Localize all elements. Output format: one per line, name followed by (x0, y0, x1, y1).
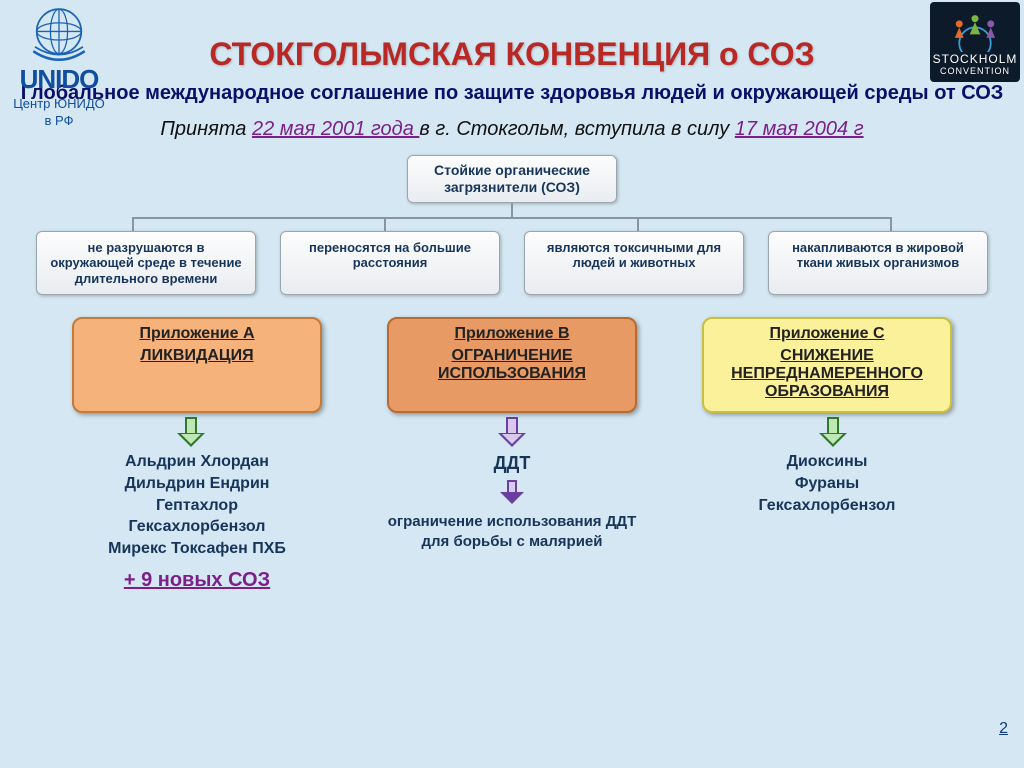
unido-center-line2: в РФ (4, 114, 114, 129)
adopted-mid: в г. Стокгольм, вступила в силу (419, 118, 734, 140)
arrow-down-c-icon (819, 417, 847, 449)
col-a: Альдрин Хлордан Дильдрин Ендрин Гептахло… (72, 451, 322, 594)
stockholm-figures-icon (940, 8, 1010, 52)
col-a-line-5: Мирекс Токсафен ПХБ (72, 538, 322, 560)
chart-connector-vertical (511, 203, 513, 217)
annex-a-title: Приложение A (82, 325, 312, 343)
col-c-line-3: Гексахлорбензол (702, 495, 952, 517)
col-a-line-3: Гептахлор (72, 495, 322, 517)
arrow-down-b-icon (498, 417, 526, 449)
col-c: Диоксины Фураны Гексахлорбензол (702, 451, 952, 594)
arrow-down-b2-icon (500, 480, 524, 506)
annex-row: Приложение A ЛИКВИДАЦИЯ Приложение B ОГР… (72, 317, 952, 413)
adopted-prefix: Принята (160, 118, 252, 140)
adopted-date-1: 22 мая 2001 года (252, 118, 419, 140)
stockholm-label-2: CONVENTION (940, 66, 1010, 76)
chart-root-box: Стойкие органические загрязнители (СОЗ) (407, 155, 617, 203)
chart-children-row: не разрушаются в окружающей среде в тече… (12, 231, 1012, 296)
annex-c-title: Приложение C (712, 325, 942, 343)
annex-b-box: Приложение B ОГРАНИЧЕНИЕ ИСПОЛЬЗОВАНИЯ (387, 317, 637, 413)
stockholm-label-1: STOCKHOLM (933, 52, 1018, 66)
lower-columns: Альдрин Хлордан Дильдрин Ендрин Гептахло… (72, 451, 952, 594)
un-emblem-icon (14, 4, 104, 64)
stockholm-convention-logo: STOCKHOLM CONVENTION (930, 2, 1020, 82)
adopted-date-2: 17 мая 2004 г (735, 118, 864, 140)
chart-child-2: переносятся на большие расстояния (280, 231, 500, 296)
chart-child-3: являются токсичными для людей и животных (524, 231, 744, 296)
annex-b-title: Приложение B (397, 325, 627, 343)
col-b: ДДТ ограничение использования ДДТ для бо… (387, 451, 637, 594)
annex-a-sub: ЛИКВИДАЦИЯ (82, 347, 312, 365)
col-c-line-1: Диоксины (702, 451, 952, 473)
annex-arrows-row (177, 417, 847, 449)
unido-logo-block: UNIDO Центр ЮНИДО в РФ (4, 4, 114, 129)
annex-a-box: Приложение A ЛИКВИДАЦИЯ (72, 317, 322, 413)
col-b-top: ДДТ (387, 451, 637, 475)
adoption-line: Принята 22 мая 2001 года в г. Стокгольм,… (12, 118, 1012, 141)
annex-c-box: Приложение C СНИЖЕНИЕ НЕПРЕДНАМЕРЕННОГО … (702, 317, 952, 413)
page-number: 2 (999, 720, 1008, 738)
col-a-line-2: Дильдрин Ендрин (72, 473, 322, 495)
chart-connector-horizontal (132, 217, 892, 219)
chart-child-1: не разрушаются в окружающей среде в тече… (36, 231, 256, 296)
col-a-line-1: Альдрин Хлордан (72, 451, 322, 473)
col-a-line-4: Гексахлорбензол (72, 516, 322, 538)
unido-wordmark: UNIDO (4, 64, 114, 95)
annex-c-sub: СНИЖЕНИЕ НЕПРЕДНАМЕРЕННОГО ОБРАЗОВАНИЯ (712, 347, 942, 401)
col-b-sub: ограничение использования ДДТ для борьбы… (387, 512, 637, 553)
slide-subtitle: Глобальное международное соглашение по з… (12, 81, 1012, 106)
slide: UNIDO Центр ЮНИДО в РФ STOCKHOLM CONVENT… (0, 0, 1024, 768)
unido-center-line1: Центр ЮНИДО (4, 97, 114, 112)
annex-b-sub: ОГРАНИЧЕНИЕ ИСПОЛЬЗОВАНИЯ (397, 347, 627, 383)
col-c-line-2: Фураны (702, 473, 952, 495)
arrow-down-a-icon (177, 417, 205, 449)
col-a-new-link[interactable]: + 9 новых СОЗ (72, 567, 322, 594)
chart-child-4: накапливаются в жировой ткани живых орга… (768, 231, 988, 296)
slide-title: СТОКГОЛЬМСКАЯ КОНВЕНЦИЯ о СОЗ (12, 36, 1012, 73)
